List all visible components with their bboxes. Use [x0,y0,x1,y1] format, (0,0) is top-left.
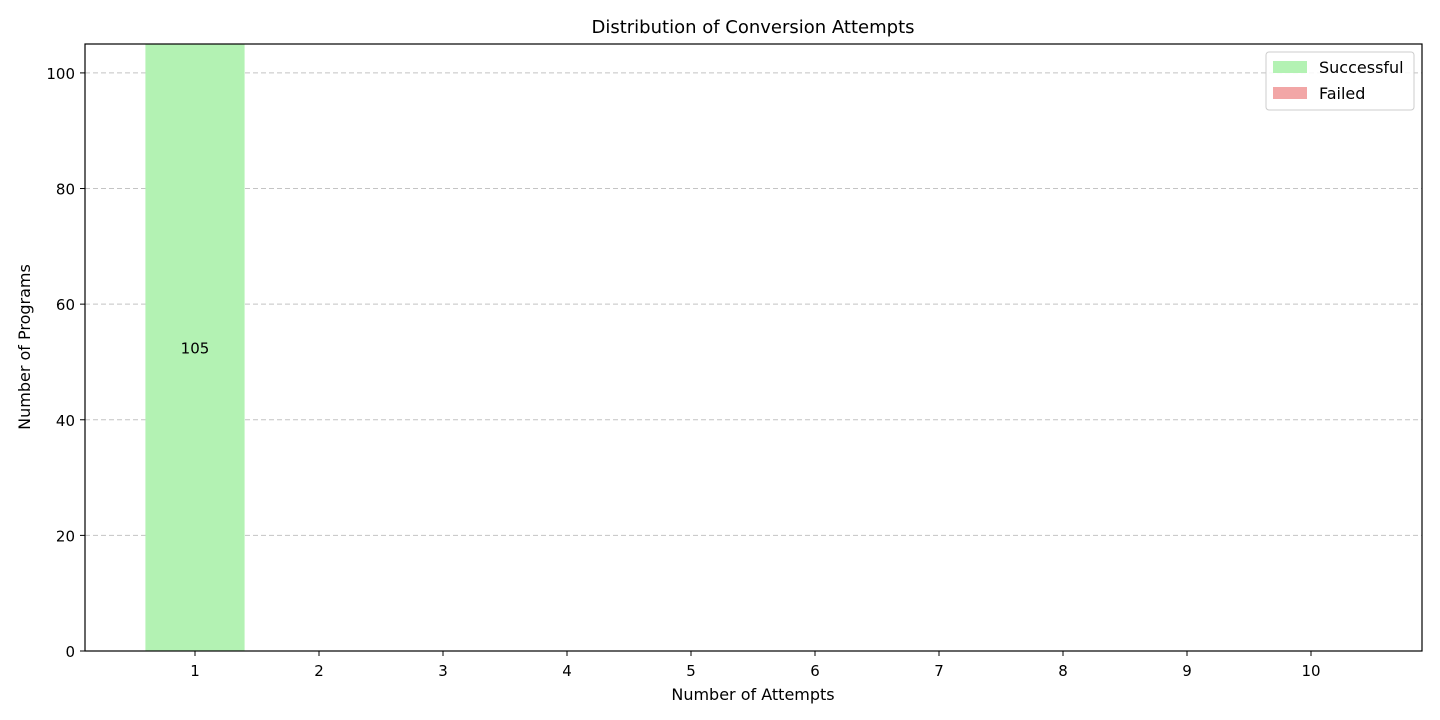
legend-label-failed: Failed [1319,84,1365,103]
legend: Successful Failed [1265,51,1415,111]
y-tick-label: 20 [56,527,75,545]
x-tick-label: 2 [314,662,324,680]
x-axis-ticks: 1 2 3 4 5 6 7 8 9 10 [190,651,1321,680]
x-tick-label: 10 [1301,662,1320,680]
y-tick-label: 80 [56,181,75,199]
legend-swatch-successful [1273,61,1307,73]
y-tick-label: 60 [56,296,75,314]
y-axis-label: Number of Programs [15,264,34,430]
x-tick-label: 6 [810,662,820,680]
x-tick-label: 8 [1058,662,1068,680]
y-tick-label: 100 [46,65,75,83]
legend-label-successful: Successful [1319,58,1404,77]
x-tick-label: 4 [562,662,572,680]
x-tick-label: 3 [438,662,448,680]
bars [145,44,245,651]
x-tick-label: 1 [190,662,200,680]
legend-swatch-failed [1273,87,1307,99]
x-tick-label: 7 [934,662,944,680]
x-tick-label: 5 [686,662,696,680]
chart-title: Distribution of Conversion Attempts [591,17,914,38]
data-label: 105 [181,340,210,358]
x-axis-label: Number of Attempts [671,685,834,704]
grid-lines [85,72,1422,536]
bar-successful-1 [145,44,245,651]
data-labels: 105 [181,340,210,358]
y-axis-ticks: 0 20 40 60 80 100 [46,65,85,661]
y-tick-label: 0 [65,643,75,661]
x-tick-label: 9 [1182,662,1192,680]
plot-frame [84,43,1423,652]
y-tick-label: 40 [56,412,75,430]
